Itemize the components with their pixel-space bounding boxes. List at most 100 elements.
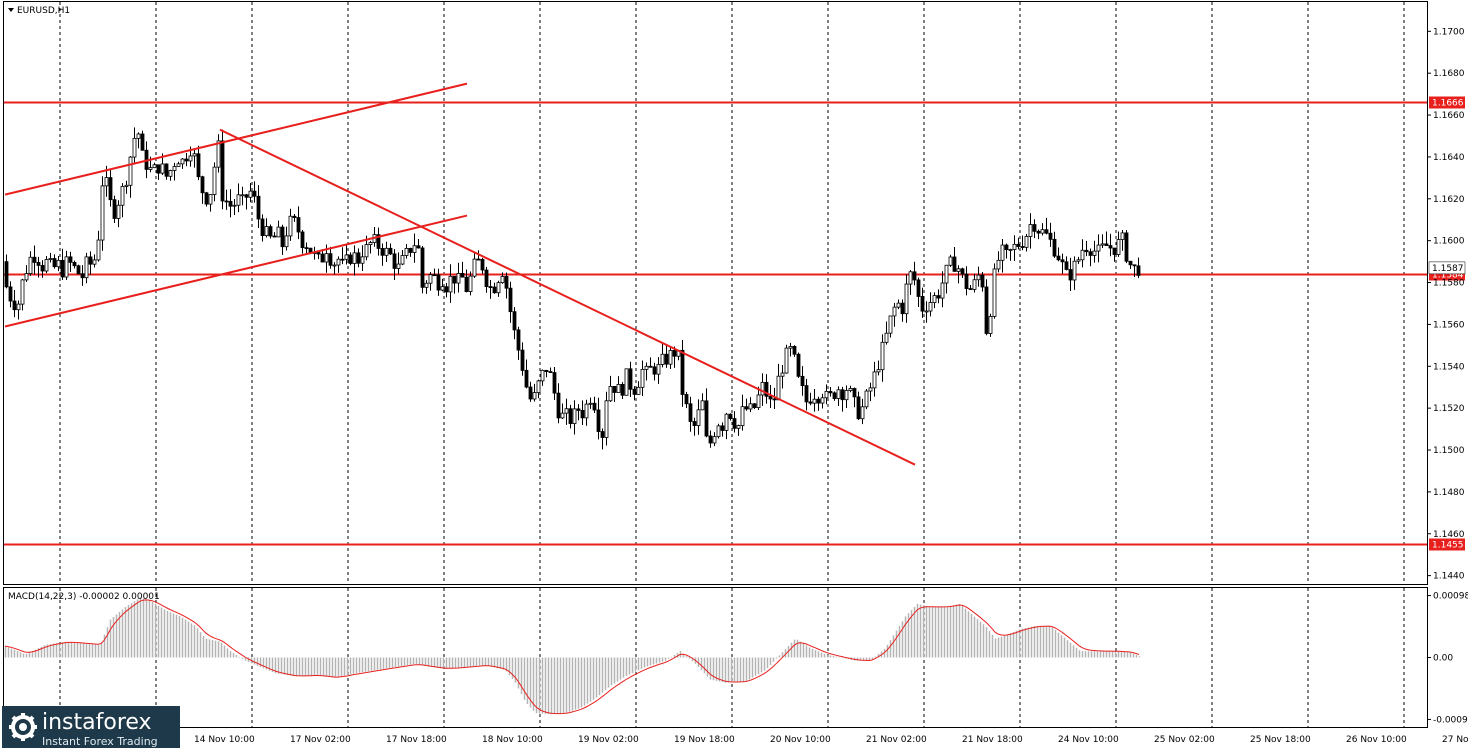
- current-price-label: 1.1587: [1432, 264, 1464, 274]
- bull-candle: [136, 133, 141, 139]
- bull-candle: [540, 369, 545, 382]
- time-axis-label: 17 Nov 02:00: [290, 735, 351, 745]
- bull-candle: [608, 386, 613, 402]
- bull-candle: [872, 371, 877, 389]
- bear-candle: [200, 176, 205, 194]
- time-axis-label: 21 Nov 18:00: [962, 735, 1023, 745]
- bull-candle: [584, 403, 589, 419]
- bear-candle: [804, 385, 809, 403]
- bull-candle: [64, 256, 69, 278]
- bull-candle: [176, 163, 181, 167]
- bear-candle: [852, 388, 857, 398]
- bear-candle: [792, 346, 797, 355]
- horizontal-levels[interactable]: 1.1666 1.1584 1.1455: [4, 96, 1465, 551]
- price-tick-label: 1.1580: [1433, 279, 1465, 289]
- bull-candle: [956, 268, 961, 272]
- trendline: [219, 128, 916, 466]
- bull-candle: [20, 279, 25, 305]
- bear-candle: [36, 262, 41, 266]
- bear-candle: [320, 253, 325, 263]
- level-price-tag: [1429, 538, 1465, 551]
- macd-tick-label: 0.00098: [1433, 592, 1468, 602]
- trendline: [4, 82, 468, 196]
- bull-candle: [368, 242, 373, 245]
- time-axis-label: 24 Nov 10:00: [1058, 735, 1119, 745]
- price-tick-label: 1.1640: [1433, 153, 1465, 163]
- bull-candle: [160, 163, 165, 174]
- price-tick-label: 1.1440: [1433, 572, 1465, 582]
- bear-candle: [508, 287, 513, 313]
- bear-candle: [68, 256, 73, 263]
- bull-candle: [904, 283, 909, 315]
- level-price-label: 1.1455: [1432, 541, 1464, 551]
- macd-label: MACD(14,22,3) -0.00002 0.00001: [8, 592, 160, 602]
- main-chart-panel: [3, 1, 1428, 585]
- bull-candle: [412, 245, 417, 253]
- bear-candle: [464, 276, 469, 292]
- bear-candle: [76, 265, 81, 275]
- bull-candle: [880, 341, 885, 371]
- bull-candle: [336, 258, 341, 266]
- bull-candle: [948, 256, 953, 266]
- time-axis-label: 14 Nov 10:00: [194, 735, 255, 745]
- bear-candle: [316, 252, 321, 255]
- bull-candle: [240, 194, 245, 197]
- macd-axis: 0.00098 0.00 -0.00098: [1427, 592, 1468, 725]
- bull-candle: [168, 170, 173, 177]
- bear-candle: [40, 265, 45, 272]
- bull-candle: [1028, 224, 1033, 237]
- time-grid: [59, 2, 1405, 727]
- bear-candle: [520, 349, 525, 371]
- bear-candle: [268, 226, 273, 237]
- bull-candle: [116, 204, 121, 219]
- bear-candle: [592, 402, 597, 411]
- chart-title: EURUSD,H1: [17, 6, 70, 16]
- bear-candle: [476, 258, 481, 261]
- bear-candle: [828, 390, 833, 394]
- bull-candle: [564, 408, 569, 414]
- bull-candle: [756, 394, 761, 408]
- brand-name: instaforex: [42, 710, 152, 735]
- bull-candle: [908, 271, 913, 285]
- bear-candle: [816, 398, 821, 404]
- time-axis-label: 20 Nov 10:00: [770, 735, 831, 745]
- bull-candle: [876, 369, 881, 373]
- bull-candle: [472, 258, 477, 277]
- bull-candle: [24, 273, 29, 281]
- bull-candle: [532, 392, 537, 400]
- bear-candle: [164, 163, 169, 177]
- title-dropdown-icon[interactable]: [8, 8, 14, 12]
- bear-candle: [32, 256, 37, 263]
- bull-candle: [760, 381, 765, 396]
- bear-candle: [224, 200, 229, 203]
- bear-candle: [1060, 259, 1065, 263]
- bear-candle: [492, 286, 497, 294]
- bull-candle: [152, 164, 157, 169]
- bull-candle: [96, 239, 101, 261]
- bull-candle: [84, 256, 89, 279]
- bull-candle: [352, 252, 357, 264]
- bull-candle: [820, 397, 825, 404]
- bear-candle: [544, 369, 549, 372]
- bull-candle: [48, 258, 53, 260]
- bull-candle: [1116, 239, 1121, 255]
- bear-candle: [432, 274, 437, 277]
- bull-candle: [716, 425, 721, 438]
- bear-candle: [772, 398, 777, 401]
- bear-candle: [620, 383, 625, 396]
- bear-candle: [480, 258, 485, 271]
- bull-candle: [1120, 232, 1125, 240]
- bull-candle: [396, 263, 401, 269]
- price-tick-label: 1.1540: [1433, 362, 1465, 372]
- bull-candle: [616, 383, 621, 393]
- bull-candle: [712, 436, 717, 444]
- bull-candle: [128, 156, 133, 186]
- bear-candle: [300, 231, 305, 249]
- price-tick-label: 1.1700: [1433, 27, 1465, 37]
- bull-candle: [344, 254, 349, 260]
- bull-candle: [192, 153, 197, 157]
- bear-candle: [528, 386, 533, 400]
- bear-candle: [600, 431, 605, 438]
- trendlines[interactable]: [4, 82, 916, 466]
